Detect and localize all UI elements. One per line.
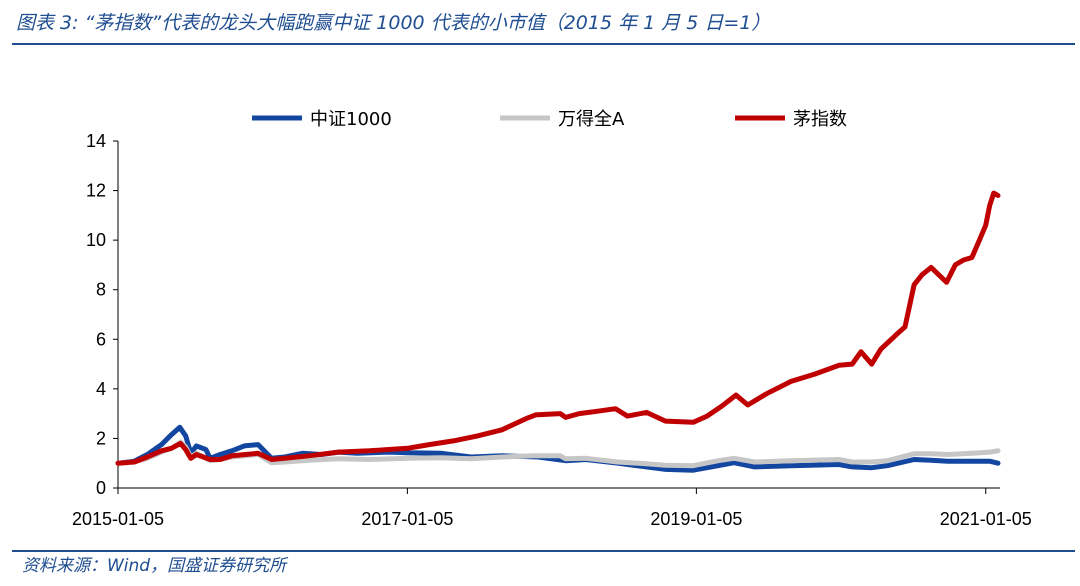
series-line-0 (115, 424, 1001, 473)
plot-area (115, 190, 1001, 473)
y-tick-label: 14 (86, 131, 106, 151)
x-tick-label: 2015-01-05 (72, 509, 164, 529)
x-tick-label: 2017-01-05 (361, 509, 453, 529)
y-tick-label: 12 (86, 181, 106, 201)
source-note: 资料来源：Wind，国盛证券研究所 (22, 556, 289, 576)
y-tick-label: 6 (96, 329, 106, 349)
x-tick-label: 2021-01-05 (940, 509, 1032, 529)
legend-label-mao: 茅指数 (793, 109, 847, 130)
x-tick-label: 2019-01-05 (650, 509, 742, 529)
axes: 0 2 4 6 8 10 12 14 2015-01-05 2017-01-05 2019-01-0… (72, 131, 1032, 529)
y-tick-label: 2 (96, 428, 106, 448)
legend: 中证1000 万得全A 茅指数 (252, 109, 847, 130)
y-tick-label: 4 (96, 379, 106, 399)
legend-label-zz1000: 中证1000 (310, 109, 392, 130)
series-line-2 (115, 190, 1001, 466)
y-tick-label: 8 (96, 280, 106, 300)
y-tick-label: 0 (96, 478, 106, 498)
y-tick-label: 10 (86, 230, 106, 250)
figure-title: 图表 3: “茅指数”代表的龙头大幅跑赢中证 1000 代表的小市值（2015 … (16, 12, 770, 34)
legend-label-wind-a: 万得全A (558, 109, 625, 130)
